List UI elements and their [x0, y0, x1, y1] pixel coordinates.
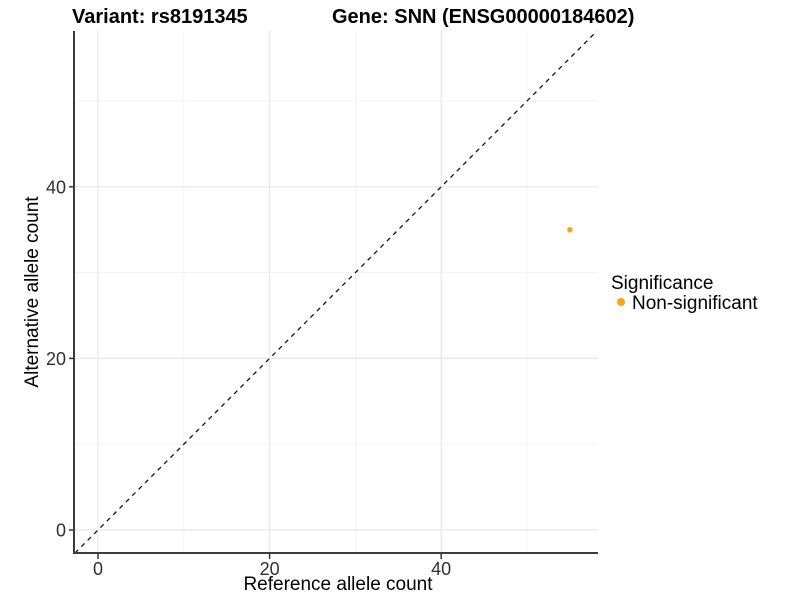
- y-tick-label-20: 20: [46, 349, 66, 369]
- axis-tick-marks: [69, 186, 442, 559]
- data-points: [567, 227, 573, 233]
- x-tick-label-40: 40: [431, 559, 451, 579]
- data-point: [567, 227, 573, 233]
- legend-title: Significance: [611, 273, 713, 294]
- x-axis-title: Reference allele count: [243, 574, 433, 595]
- legend-item-label: Non-significant: [632, 293, 758, 314]
- major-gridlines: [75, 31, 598, 553]
- x-tick-label-0: 0: [93, 559, 103, 579]
- y-tick-label-0: 0: [56, 521, 66, 541]
- legend: Significance Non-significant: [611, 273, 758, 314]
- plot-title-variant: Variant: rs8191345: [72, 6, 248, 28]
- y-axis-title: Alternative allele count: [22, 196, 43, 388]
- x-tick-label-20: 20: [260, 559, 280, 579]
- identity-line: [74, 30, 598, 554]
- y-tick-label-40: 40: [46, 177, 66, 197]
- minor-gridlines: [75, 31, 598, 553]
- legend-point-icon: [617, 298, 625, 306]
- plot-title-gene: Gene: SNN (ENSG00000184602): [332, 6, 634, 28]
- axis-tick-labels: 0 20 40 0 20 40: [46, 177, 451, 579]
